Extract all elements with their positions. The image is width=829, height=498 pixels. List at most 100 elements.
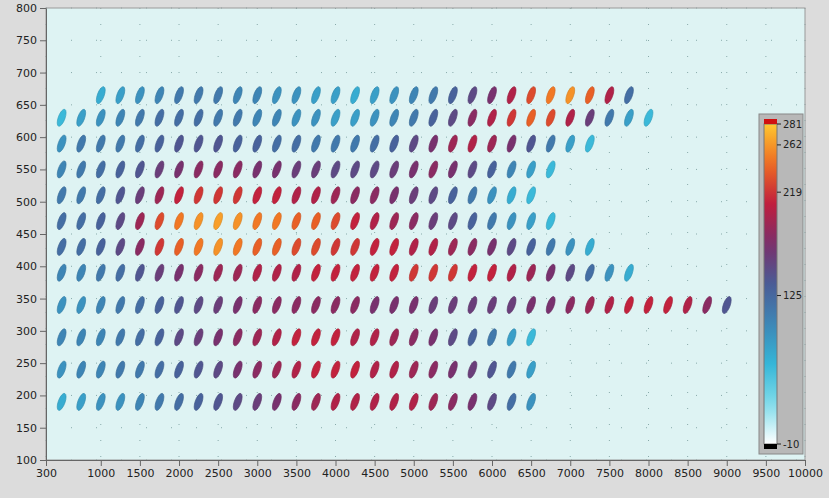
cell <box>368 295 381 314</box>
cell <box>466 295 479 314</box>
cell <box>407 328 420 347</box>
tick-label: 10000 <box>788 467 823 480</box>
cell <box>114 295 127 314</box>
cell <box>544 86 557 105</box>
cell <box>114 263 127 282</box>
cell <box>212 86 225 105</box>
cell <box>134 186 147 205</box>
tick-mark <box>766 460 767 466</box>
cell <box>231 295 244 314</box>
tick-mark <box>40 395 46 396</box>
tick-mark <box>40 234 46 235</box>
cell <box>173 108 186 127</box>
cell <box>75 328 88 347</box>
cell <box>368 211 381 230</box>
cell <box>173 86 186 105</box>
tick-label: 5000 <box>400 467 428 480</box>
cell <box>231 186 244 205</box>
cell <box>75 392 88 411</box>
cell <box>486 186 499 205</box>
tick-label: 750 <box>16 34 37 47</box>
cell <box>368 108 381 127</box>
colorbar: -10125219262281 <box>759 114 803 454</box>
cell <box>114 108 127 127</box>
cell <box>173 263 186 282</box>
tick-mark <box>688 460 689 466</box>
cell <box>231 328 244 347</box>
cell <box>173 328 186 347</box>
cell <box>505 134 518 153</box>
cell <box>349 263 362 282</box>
cell <box>153 186 166 205</box>
cell <box>486 237 499 256</box>
tick: 500 <box>16 196 46 209</box>
tick: 7000 <box>557 460 585 480</box>
cell <box>251 263 264 282</box>
cell <box>544 160 557 179</box>
colorbar-box <box>759 114 803 454</box>
cell <box>271 186 284 205</box>
tick-label: 6000 <box>479 467 507 480</box>
cell <box>466 134 479 153</box>
cell <box>603 108 616 127</box>
cell <box>153 328 166 347</box>
tick-label: 700 <box>16 67 37 80</box>
tick-label: 150 <box>16 422 37 435</box>
tick-mark <box>40 202 46 203</box>
cell <box>153 263 166 282</box>
tick-mark <box>375 460 376 466</box>
cell <box>271 134 284 153</box>
cell <box>623 295 636 314</box>
cells <box>55 86 733 412</box>
cell <box>153 108 166 127</box>
cell <box>231 263 244 282</box>
cell <box>407 237 420 256</box>
cell <box>505 263 518 282</box>
tick-label: 350 <box>16 293 37 306</box>
cell <box>427 360 440 379</box>
cell <box>134 392 147 411</box>
tick-mark <box>492 460 493 466</box>
tick-label: 7500 <box>596 467 624 480</box>
cell <box>251 134 264 153</box>
cell <box>95 295 108 314</box>
cell <box>447 108 460 127</box>
grid-line <box>492 8 493 460</box>
tick: 150 <box>16 422 46 435</box>
cell <box>192 86 205 105</box>
tick-mark <box>40 428 46 429</box>
cell <box>271 108 284 127</box>
cell <box>584 295 597 314</box>
cell <box>486 263 499 282</box>
grid-line <box>218 8 219 460</box>
tick: 2000 <box>166 460 194 480</box>
cell <box>251 360 264 379</box>
cell <box>290 237 303 256</box>
tick: 100 <box>16 454 46 467</box>
cell <box>584 108 597 127</box>
tick-label: 650 <box>16 99 37 112</box>
tick-mark <box>609 460 610 466</box>
colorbar-tick <box>777 295 781 296</box>
cell <box>662 295 675 314</box>
cell <box>525 360 538 379</box>
tick-label: 300 <box>16 325 37 338</box>
cell <box>134 134 147 153</box>
tick: 650 <box>16 99 46 112</box>
cell <box>75 186 88 205</box>
tick-label: 8000 <box>635 467 663 480</box>
cell <box>55 108 68 127</box>
tick: 6000 <box>479 460 507 480</box>
cell <box>407 360 420 379</box>
grid-line <box>335 8 336 460</box>
cell <box>153 160 166 179</box>
cell <box>329 186 342 205</box>
tick-mark <box>257 460 258 466</box>
cell <box>134 328 147 347</box>
cell <box>212 392 225 411</box>
tick: 600 <box>16 131 46 144</box>
cell <box>349 360 362 379</box>
cell <box>407 160 420 179</box>
cell <box>368 86 381 105</box>
cell <box>114 360 127 379</box>
